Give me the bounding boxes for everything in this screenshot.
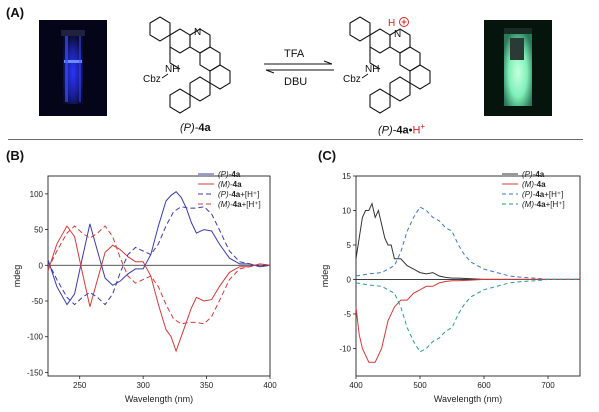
molecule-p-4a: N NH Cbz: [143, 16, 231, 114]
series-line-3: [47, 225, 271, 325]
legend-prefix: (P)-: [522, 170, 536, 179]
x-tick-label: 700: [541, 381, 555, 390]
right-compound-label: (P)-4a•H+: [378, 122, 425, 137]
left-compound-prefix: (P)-: [180, 122, 199, 134]
legend-entry: (M)-4a: [522, 180, 546, 189]
legend-entry: (M)-4a+[H⁺]: [218, 200, 261, 209]
blue-fluorescence-photo: [39, 20, 107, 116]
series-line-2: [47, 206, 271, 306]
legend-number: 4a: [233, 180, 242, 189]
reverse-reagent: DBU: [284, 76, 308, 88]
legend-entry: (P)-4a+[H⁺]: [522, 190, 563, 199]
x-axis-label: Wavelength (nm): [125, 394, 193, 404]
legend-suffix: +[H⁺]: [240, 190, 259, 199]
legend-prefix: (M)-: [522, 200, 537, 209]
y-tick-label: -50: [31, 297, 43, 306]
x-tick-label: 300: [136, 381, 150, 390]
legend-number: 4a: [231, 170, 240, 179]
x-tick-label: 400: [263, 381, 277, 390]
x-axis-label: Wavelength (nm): [434, 394, 502, 404]
legend-entry: (M)-4a+[H⁺]: [522, 200, 565, 209]
y-tick-label: -5: [344, 310, 352, 319]
left-compound-number: 4a: [198, 122, 211, 134]
legend-number: 4a: [231, 190, 240, 199]
series-line-2: [355, 206, 580, 280]
y-tick-label: -100: [27, 333, 44, 342]
legend-number: 4a: [535, 190, 544, 199]
y-axis-label: mdeg: [320, 265, 330, 288]
legend-prefix: (M)-: [218, 180, 233, 189]
y-tick-label: 0: [39, 261, 44, 270]
legend-prefix: (M)-: [218, 200, 233, 209]
plot-frame: [47, 175, 271, 377]
series-line-3: [355, 278, 580, 353]
legend-prefix: (P)-: [218, 170, 232, 179]
x-tick-label: 350: [200, 381, 214, 390]
legend-entry: (P)-4a: [218, 170, 241, 179]
legend-number: 4a: [537, 200, 546, 209]
legend-entry: (M)-4a: [218, 180, 242, 189]
forward-reagent: TFA: [284, 48, 305, 60]
x-tick-label: 400: [349, 381, 363, 390]
legend-entry: (P)-4a: [522, 170, 545, 179]
legend-entry: (P)-4a+[H⁺]: [218, 190, 259, 199]
right-h-atom: H: [388, 18, 395, 29]
right-compound-plus: +: [420, 122, 426, 131]
left-nh-label: NH: [165, 64, 179, 75]
right-nh-label: NH: [365, 64, 379, 75]
legend-number: 4a: [537, 180, 546, 189]
legend-suffix: +[H⁺]: [544, 190, 563, 199]
cd-spectrum-chart-c: 400 500 600 700 15 10 5 0 -5 -10 Wavelength (nm) md…: [320, 170, 581, 404]
series-line-1: [47, 225, 271, 353]
legend-prefix: (M)-: [522, 180, 537, 189]
y-tick-label: 10: [342, 206, 351, 215]
legend-number: 4a: [233, 200, 242, 209]
legend-suffix: +[H⁺]: [242, 200, 261, 209]
series-line-1: [355, 278, 580, 363]
right-cbz-label: Cbz: [343, 74, 361, 85]
right-compound-h: H: [412, 124, 421, 137]
y-tick-label: 0: [347, 275, 352, 284]
x-tick-label: 500: [413, 381, 427, 390]
molecule-p-4a-protonated: H N NH Cbz: [343, 16, 431, 114]
left-n-atom: N: [194, 27, 201, 38]
legend-suffix: +[H⁺]: [546, 200, 565, 209]
panel-label-c: (C): [318, 148, 337, 163]
left-compound-label: (P)-4a: [180, 122, 211, 134]
series-line-0: [47, 191, 271, 306]
legend-prefix: (P)-: [218, 190, 232, 199]
y-tick-label: -150: [27, 368, 44, 377]
x-tick-label: 600: [477, 381, 491, 390]
section-divider: [8, 139, 583, 140]
y-tick-label: 15: [342, 172, 351, 181]
legend-number: 4a: [535, 170, 544, 179]
panel-label-b: (B): [6, 148, 25, 163]
y-tick-label: 50: [34, 226, 43, 235]
y-tick-label: 5: [347, 241, 352, 250]
green-fluorescence-photo: [484, 20, 552, 116]
x-tick-label: 250: [73, 381, 87, 390]
cd-spectrum-chart-b: 250 300 350 400 100 50 0 -50 -100 -150 Wavelength …: [12, 170, 277, 404]
right-compound-dot: •: [408, 124, 413, 137]
equilibrium-arrows-icon: [264, 60, 334, 74]
y-tick-label: 100: [30, 190, 44, 199]
right-n-atom: N: [394, 29, 401, 40]
legend-prefix: (P)-: [522, 190, 536, 199]
y-tick-label: -10: [339, 344, 351, 353]
cation-charge-icon: [399, 17, 409, 27]
right-compound-number: 4a: [396, 124, 409, 137]
right-compound-prefix: (P)-: [378, 124, 397, 137]
panel-label-a: (A): [6, 5, 25, 20]
y-axis-label: mdeg: [12, 265, 22, 288]
left-cbz-label: Cbz: [143, 74, 161, 85]
